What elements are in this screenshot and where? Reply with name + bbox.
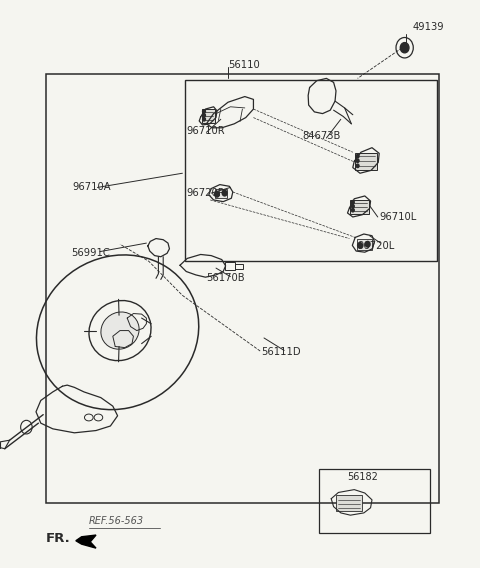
- Text: 56182: 56182: [347, 472, 378, 482]
- Text: 56111D: 56111D: [262, 347, 301, 357]
- Text: 56991C: 56991C: [71, 248, 110, 258]
- Bar: [319, 469, 430, 533]
- Circle shape: [215, 191, 219, 197]
- Circle shape: [356, 154, 359, 158]
- Circle shape: [203, 118, 205, 121]
- Bar: [357, 239, 372, 250]
- Text: 49139: 49139: [413, 22, 444, 32]
- Bar: [336, 495, 362, 511]
- Circle shape: [222, 190, 227, 196]
- Bar: [46, 74, 439, 503]
- Text: 56170B: 56170B: [206, 273, 245, 283]
- Ellipse shape: [101, 312, 139, 349]
- Polygon shape: [76, 535, 96, 548]
- Circle shape: [351, 201, 354, 204]
- Text: FR.: FR.: [46, 532, 71, 545]
- Text: 96720L: 96720L: [358, 241, 395, 251]
- Bar: [235, 264, 243, 269]
- Circle shape: [203, 114, 205, 117]
- Bar: [202, 109, 215, 123]
- Circle shape: [351, 204, 354, 208]
- Text: REF.56-563: REF.56-563: [89, 516, 144, 526]
- Text: 84673B: 84673B: [302, 131, 341, 141]
- Circle shape: [203, 110, 205, 113]
- Bar: [225, 262, 235, 270]
- Text: 96710R: 96710R: [186, 126, 225, 136]
- Text: 96720R: 96720R: [186, 188, 225, 198]
- Circle shape: [365, 241, 370, 247]
- Circle shape: [358, 243, 362, 248]
- Text: 96710L: 96710L: [379, 212, 417, 222]
- Circle shape: [356, 164, 359, 168]
- Circle shape: [400, 43, 409, 53]
- Text: 96710A: 96710A: [72, 182, 110, 193]
- Circle shape: [356, 159, 359, 162]
- Bar: [185, 80, 437, 261]
- Text: 56110: 56110: [228, 60, 260, 70]
- Circle shape: [351, 208, 354, 212]
- Bar: [350, 200, 369, 214]
- Bar: [355, 153, 377, 170]
- Bar: [215, 189, 227, 198]
